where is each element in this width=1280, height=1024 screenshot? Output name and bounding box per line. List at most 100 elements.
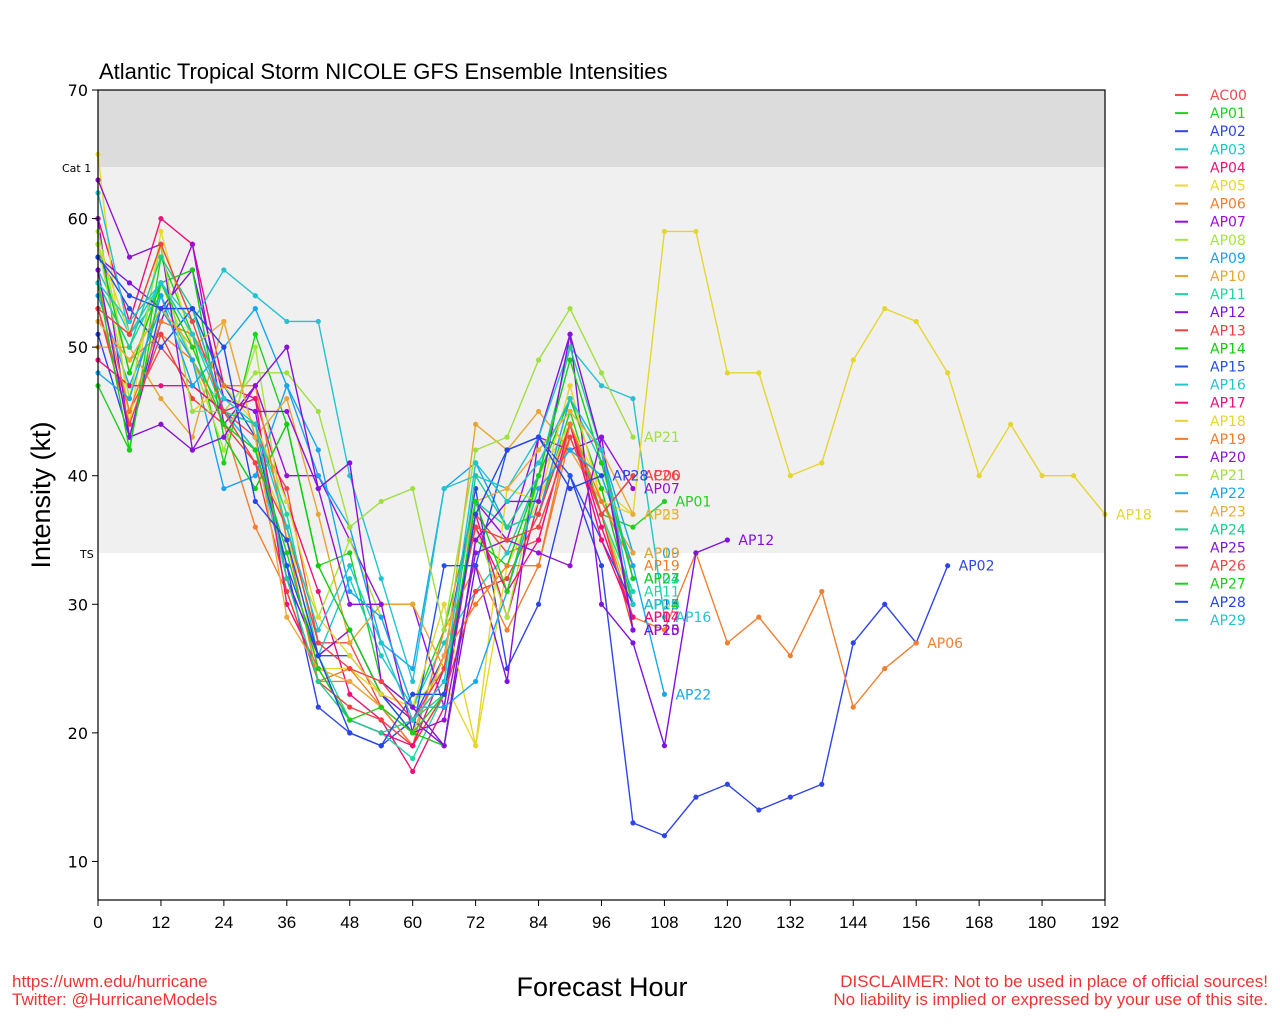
data-point [504,498,510,505]
legend-item: AP08 [1175,233,1246,249]
legend-item: AP13 [1175,323,1246,339]
data-point [378,614,384,620]
data-point [535,601,542,607]
data-point [567,408,573,415]
legend-item: AP16 [1175,378,1246,394]
data-point [756,370,762,376]
twitter-handle[interactable]: Twitter: @HurricaneModels [12,990,218,1009]
data-point [252,421,258,427]
data-point [221,318,227,325]
website-link[interactable]: https://uwm.edu/hurricane [12,972,208,991]
data-point [126,370,133,376]
data-point [630,473,636,479]
data-point [504,550,510,556]
series-line [97,307,634,734]
data-point [347,627,353,633]
data-point [410,755,416,762]
y-tick-label: 10 [68,852,88,871]
series-end-label: AP19 [644,559,680,575]
data-point [284,601,290,607]
data-point [473,460,479,466]
data-point [378,653,384,659]
series-end-label: AP01 [675,494,711,510]
data-point [850,357,856,363]
data-point [630,434,636,440]
data-point [252,485,258,492]
data-point [504,614,510,620]
series-end-label: AP13 [644,623,680,639]
y-tick-label: 40 [68,467,88,486]
legend-label: AP18 [1210,414,1246,430]
data-point [504,627,510,633]
data-point [284,370,290,376]
data-point [126,318,133,325]
data-point [378,601,384,607]
chart-title: Atlantic Tropical Storm NICOLE GFS Ensem… [99,59,668,84]
data-point [378,691,384,697]
legend-item: AP04 [1175,160,1246,176]
disclaimer-line-1: DISCLAIMER: Not to be used in place of o… [840,972,1268,991]
data-point [126,344,133,350]
data-point [347,550,353,556]
legend-item: AP01 [1175,106,1246,122]
data-point [158,280,164,286]
y-axis-label: Intensity (kt) [26,421,56,568]
data-point [1039,473,1045,479]
data-point [252,524,258,530]
data-point [315,665,321,672]
legend-item: AP11 [1175,287,1246,303]
data-point [598,447,605,453]
series-line [97,295,634,670]
data-point [284,408,290,415]
series-end-label: AP14 [644,597,680,613]
data-point [221,434,227,440]
data-point [315,473,321,479]
data-point [598,383,605,389]
data-point [567,344,573,350]
legend-label: AP04 [1210,160,1246,176]
series-end-label: AP12 [738,533,774,549]
series-end-label: AP08 [644,597,680,613]
legend-item: AP15 [1175,360,1246,376]
series-line [97,231,634,709]
series-line [97,280,634,734]
data-point [315,318,321,325]
x-tick-label: 12 [151,913,170,932]
data-point [630,550,636,556]
data-point [504,447,510,453]
data-point [410,704,416,710]
data-point [410,768,416,775]
legend-item: AP02 [1175,124,1246,140]
series-end-label: AP24 [644,572,680,588]
legend-label: AP12 [1210,305,1246,321]
series-end-label: AP18 [1116,507,1152,523]
data-point [1007,421,1014,427]
data-point [315,511,321,517]
data-point [252,331,258,337]
data-point [126,408,133,415]
data-point [661,614,668,620]
legend-label: AP28 [1210,595,1246,611]
footer-disclaimer: DISCLAIMER: Not to be used in place of o… [833,973,1268,1009]
data-point [661,691,668,697]
legend-item: AC00 [1175,88,1247,104]
data-point [158,331,164,337]
data-point [567,357,573,363]
data-point [315,653,321,659]
data-point [441,717,447,723]
legend-label: AP22 [1210,486,1246,502]
data-point [315,485,321,492]
series-line [97,281,634,722]
data-point [535,408,542,415]
series-end-label: AC00 [644,469,681,485]
data-point [535,563,542,569]
x-tick-label: 96 [592,913,611,932]
x-tick-label: 144 [839,913,867,932]
data-point [535,485,542,492]
data-point [189,383,196,389]
data-point [535,511,542,517]
legend-item: AP17 [1175,396,1246,412]
series-end-label: AP16 [675,610,711,626]
data-point [630,601,636,607]
data-point [630,563,636,569]
